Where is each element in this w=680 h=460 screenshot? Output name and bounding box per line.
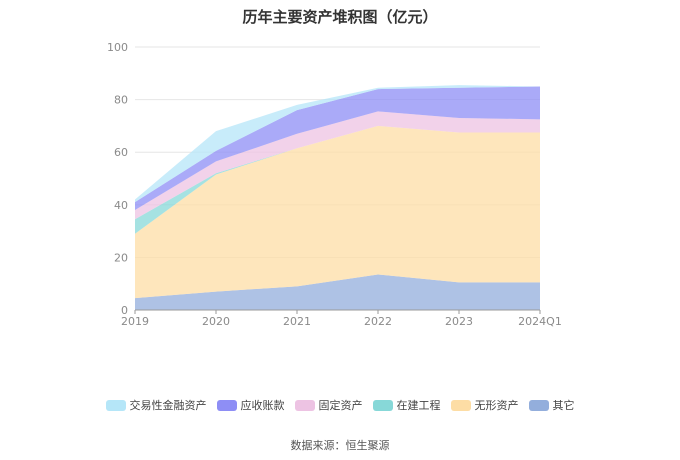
y-tick-label: 60 (114, 146, 128, 159)
legend-item[interactable]: 无形资产 (450, 397, 519, 413)
legend-swatch (216, 399, 237, 411)
legend-swatch (294, 399, 315, 411)
area-series-5 (135, 85, 540, 203)
y-tick-label: 40 (114, 199, 128, 212)
x-tick-label: 2024Q1 (518, 315, 562, 328)
legend-label: 交易性金融资产 (129, 399, 207, 412)
x-tick-label: 2021 (283, 315, 311, 328)
legend-item[interactable]: 其它 (528, 397, 575, 413)
area-series-0 (135, 274, 540, 310)
y-tick-label: 80 (114, 94, 128, 107)
y-tick-label: 20 (114, 251, 128, 264)
legend-swatch (450, 399, 471, 411)
chart-title: 历年主要资产堆积图（亿元） (242, 8, 438, 26)
area-series-1 (135, 125, 540, 299)
x-tick-label: 2019 (121, 315, 149, 328)
legend-label: 无形资产 (474, 399, 519, 412)
legend-label: 其它 (552, 399, 575, 412)
area-series-4 (135, 86, 540, 211)
area-series-3 (135, 111, 540, 220)
legend-item[interactable]: 固定资产 (294, 397, 363, 413)
data-source: 数据来源：恒生聚源 (290, 439, 390, 452)
legend-swatch (372, 399, 393, 411)
legend-swatch (528, 399, 549, 411)
legend-label: 固定资产 (318, 399, 363, 412)
legend-item[interactable]: 应收账款 (216, 397, 285, 413)
legend-swatch (105, 399, 126, 411)
legend-label: 应收账款 (240, 399, 285, 412)
legend-label: 在建工程 (396, 399, 441, 412)
x-tick-label: 2023 (445, 315, 473, 328)
chart-legend: 交易性金融资产 应收账款 固定资产 在建工程 无形资产 其它 (0, 397, 680, 413)
legend-item[interactable]: 交易性金融资产 (105, 397, 207, 413)
x-tick-label: 2022 (364, 315, 392, 328)
y-tick-label: 100 (107, 41, 128, 54)
y-tick-label: 0 (121, 304, 128, 317)
x-tick-label: 2020 (202, 315, 230, 328)
legend-item[interactable]: 在建工程 (372, 397, 441, 413)
